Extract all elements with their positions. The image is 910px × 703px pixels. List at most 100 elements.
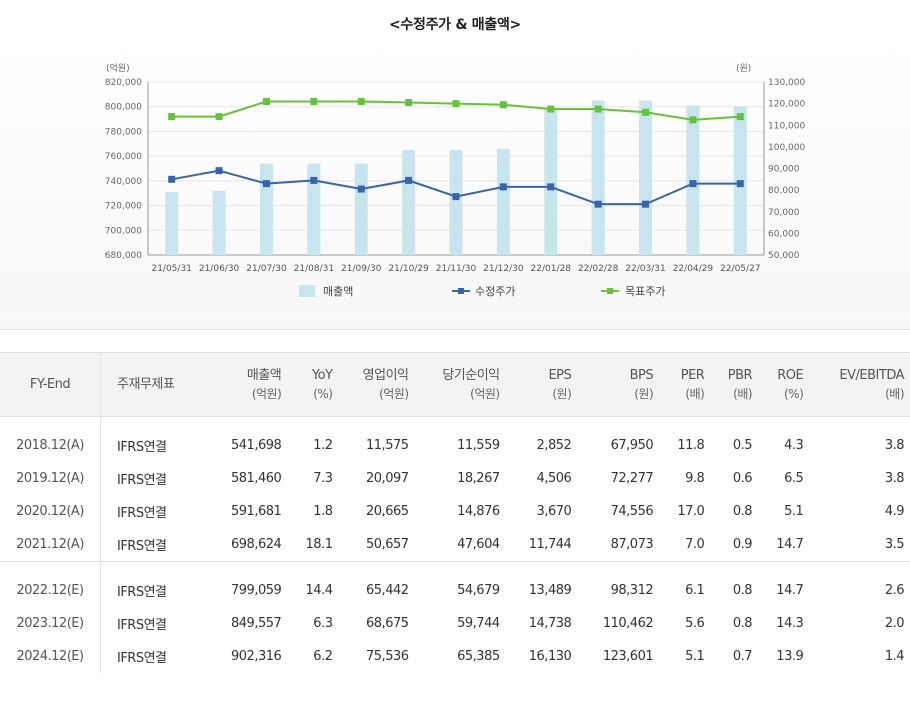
column-header-unit: (억원) <box>379 386 409 401</box>
table-cell: 1.8 <box>313 504 333 519</box>
table-cell: 3.5 <box>884 537 905 552</box>
x-tick-label: 21/05/31 <box>151 264 191 274</box>
table-cell: IFRS연결 <box>117 651 167 666</box>
column-header-label: 당기순이익 <box>442 367 500 383</box>
table-cell: 14.3 <box>776 616 804 631</box>
column-header-label: BPS <box>629 367 654 383</box>
table-row: 2021.12(A) IFRS연결 698,624 18.1 50,657 47,604 1… <box>0 528 910 562</box>
x-tick-label: 22/02/28 <box>578 264 619 274</box>
table-cell: 581,460 <box>231 471 282 486</box>
adjusted-price-point <box>642 200 650 208</box>
table-cell: 2019.12(A) <box>0 462 101 495</box>
table-cell: 2020.12(A) <box>0 495 101 528</box>
table-cell: 0.7 <box>732 649 753 664</box>
column-header: 매출액 (억원) <box>205 353 287 417</box>
revenue-bar <box>354 163 368 255</box>
table-cell: 902,316 <box>231 649 282 664</box>
table-cell: 14,876 <box>457 504 500 519</box>
table-row: 2022.12(E) IFRS연결 799,059 14.4 65,442 54,679 1… <box>0 561 910 607</box>
table-cell: 14.7 <box>776 537 804 552</box>
table-cell: 9.8 <box>685 471 705 486</box>
column-header: EV/EBITDA (배) <box>809 353 910 417</box>
table-cell: 4.3 <box>784 438 804 453</box>
right-tick-label: 70,000 <box>768 208 800 218</box>
left-tick-label: 740,000 <box>105 177 142 187</box>
legend-swatch-revenue <box>299 285 315 297</box>
table-cell: 2024.12(E) <box>0 640 101 673</box>
left-tick-label: 780,000 <box>105 127 142 137</box>
table-row: 2024.12(E) IFRS연결 902,316 6.2 75,536 65,385 16… <box>0 640 910 673</box>
table-cell: 75,536 <box>366 649 409 664</box>
column-header-label: EPS <box>548 367 572 383</box>
table-row: 2019.12(A) IFRS연결 581,460 7.3 20,097 18,267 4,… <box>0 462 910 495</box>
column-header-label: FY-End <box>29 376 71 392</box>
table-cell: 0.8 <box>732 504 753 519</box>
table-cell: IFRS연결 <box>100 561 206 607</box>
table-cell: 18,267 <box>457 471 500 486</box>
target-price-point <box>689 116 697 124</box>
revenue-bar <box>449 149 463 255</box>
legend-label-revenue: 매출액 <box>323 285 353 298</box>
table-cell: IFRS연결 <box>117 440 167 455</box>
right-tick-label: 120,000 <box>768 100 805 110</box>
target-price-point <box>736 113 744 121</box>
table-cell: 11,744 <box>528 537 572 552</box>
adjusted-price-point <box>405 176 413 184</box>
adjusted-price-point <box>452 193 460 201</box>
column-header-label: 주재무제표 <box>117 376 175 392</box>
legend-marker-price <box>458 288 464 294</box>
left-tick-label: 700,000 <box>105 226 142 236</box>
table-cell: 74,556 <box>610 504 654 519</box>
revenue-bar <box>259 163 273 255</box>
column-header-unit: (%) <box>313 386 333 401</box>
column-header: ROE (%) <box>758 353 809 417</box>
column-header: 영업이익 (억원) <box>338 353 414 417</box>
table-cell: IFRS연결 <box>117 506 167 521</box>
column-header-label: PBR <box>727 367 753 383</box>
table-cell: 14,738 <box>528 616 572 631</box>
x-tick-label: 21/12/30 <box>483 264 524 274</box>
x-tick-label: 21/08/31 <box>294 264 334 274</box>
left-tick-label: 760,000 <box>105 152 142 162</box>
table-cell: 110,462 <box>602 616 654 631</box>
table-cell: 4,506 <box>536 471 572 486</box>
table-cell: 17.0 <box>677 504 705 519</box>
table-cell: 0.9 <box>732 537 753 552</box>
x-tick-label: 21/11/30 <box>436 264 477 274</box>
target-price-point <box>405 99 413 107</box>
table-header-row: FY-End 주재무제표 매출액 (억원) YoY (%) 영업이익 (억원) 당기순이익 (억원… <box>0 352 910 417</box>
table-cell: 14.7 <box>758 561 810 607</box>
table-cell: 5.1 <box>784 504 804 519</box>
table-cell: 6.3 <box>313 616 333 631</box>
adjusted-price-point <box>168 175 176 183</box>
table-cell: 98,312 <box>577 561 660 607</box>
table-cell: 4.9 <box>884 504 905 519</box>
table-row: 2023.12(E) IFRS연결 849,557 6.3 68,675 59,744 14… <box>0 607 910 640</box>
table-cell: 11.8 <box>677 438 705 453</box>
table-cell: 2,852 <box>536 438 572 453</box>
column-header-label: ROE <box>777 367 804 383</box>
financial-table: FY-End 주재무제표 매출액 (억원) YoY (%) 영업이익 (억원) 당기순이익 (억원… <box>0 352 910 673</box>
table-cell: 14.4 <box>287 561 339 607</box>
revenue-bar <box>544 107 558 255</box>
table-row: 2020.12(A) IFRS연결 591,681 1.8 20,665 14,876 3,… <box>0 495 910 528</box>
table-cell: 6.2 <box>313 649 333 664</box>
left-tick-label: 720,000 <box>105 202 142 212</box>
column-header: BPS (원) <box>577 353 659 417</box>
adjusted-price-point <box>547 183 555 191</box>
revenue-bar <box>212 190 226 255</box>
adjusted-price-point <box>262 180 270 188</box>
column-header-unit: (배) <box>733 386 753 401</box>
column-header-unit: (원) <box>552 386 572 401</box>
revenue-bar <box>591 100 605 256</box>
table-cell: 65,442 <box>338 561 415 607</box>
revenue-bar <box>307 163 321 255</box>
table-row: 2018.12(A) IFRS연결 541,698 1.2 11,575 11,559 2,… <box>0 416 910 462</box>
table-cell: 47,604 <box>457 537 500 552</box>
price-revenue-chart: 820,000 800,000 780,000 760,000 740,000 720,0… <box>105 62 806 298</box>
table-cell: IFRS연결 <box>117 473 167 488</box>
target-price-point <box>594 105 602 113</box>
x-tick-label: 21/07/30 <box>246 264 287 274</box>
left-tick-label: 800,000 <box>105 103 142 113</box>
table-cell: 2021.12(A) <box>0 528 101 562</box>
